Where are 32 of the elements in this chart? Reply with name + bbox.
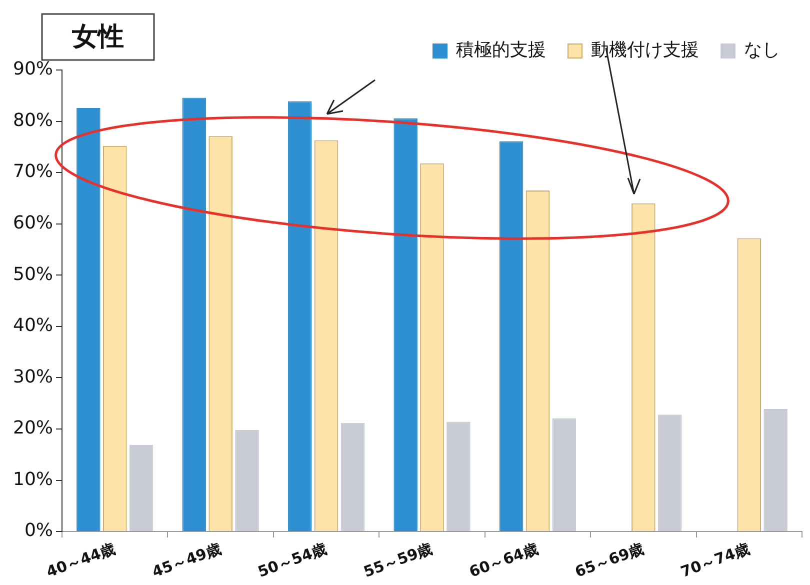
y-tick-label: 40% [12, 315, 54, 336]
bar [764, 408, 788, 532]
bar [499, 141, 524, 532]
bar [288, 101, 312, 532]
bar [182, 98, 206, 532]
bar [129, 444, 154, 532]
bar [394, 118, 418, 532]
bar [340, 422, 365, 532]
x-tick-label: 70～74歳 [678, 540, 752, 581]
bar [76, 108, 100, 532]
y-tick-label: 50% [12, 264, 54, 285]
y-tick-label: 20% [12, 418, 54, 439]
x-tick-label: 60～64歳 [466, 540, 540, 581]
x-tick-label: 55～59歳 [361, 540, 435, 581]
legend-label: 積極的支援 [456, 40, 546, 61]
y-tick-label: 90% [12, 58, 54, 80]
bar [552, 418, 576, 532]
chart-title: 女性 [71, 22, 124, 52]
bar [235, 430, 259, 532]
x-tick-label: 40～44歳 [44, 540, 118, 581]
legend-label: なし [744, 40, 780, 61]
y-tick-label: 80% [12, 110, 54, 131]
y-tick-label: 0% [24, 520, 54, 542]
x-tick-label: 45～49歳 [150, 540, 224, 581]
y-tick-label: 70% [12, 161, 54, 182]
y-tick-label: 60% [12, 212, 54, 234]
x-tick-label: 50～54歳 [255, 540, 329, 581]
bar [658, 414, 682, 532]
y-tick-label: 10% [12, 468, 54, 490]
x-tick-label: 65～69歳 [572, 540, 646, 581]
bar [446, 422, 470, 532]
y-tick-label: 30% [12, 366, 54, 388]
